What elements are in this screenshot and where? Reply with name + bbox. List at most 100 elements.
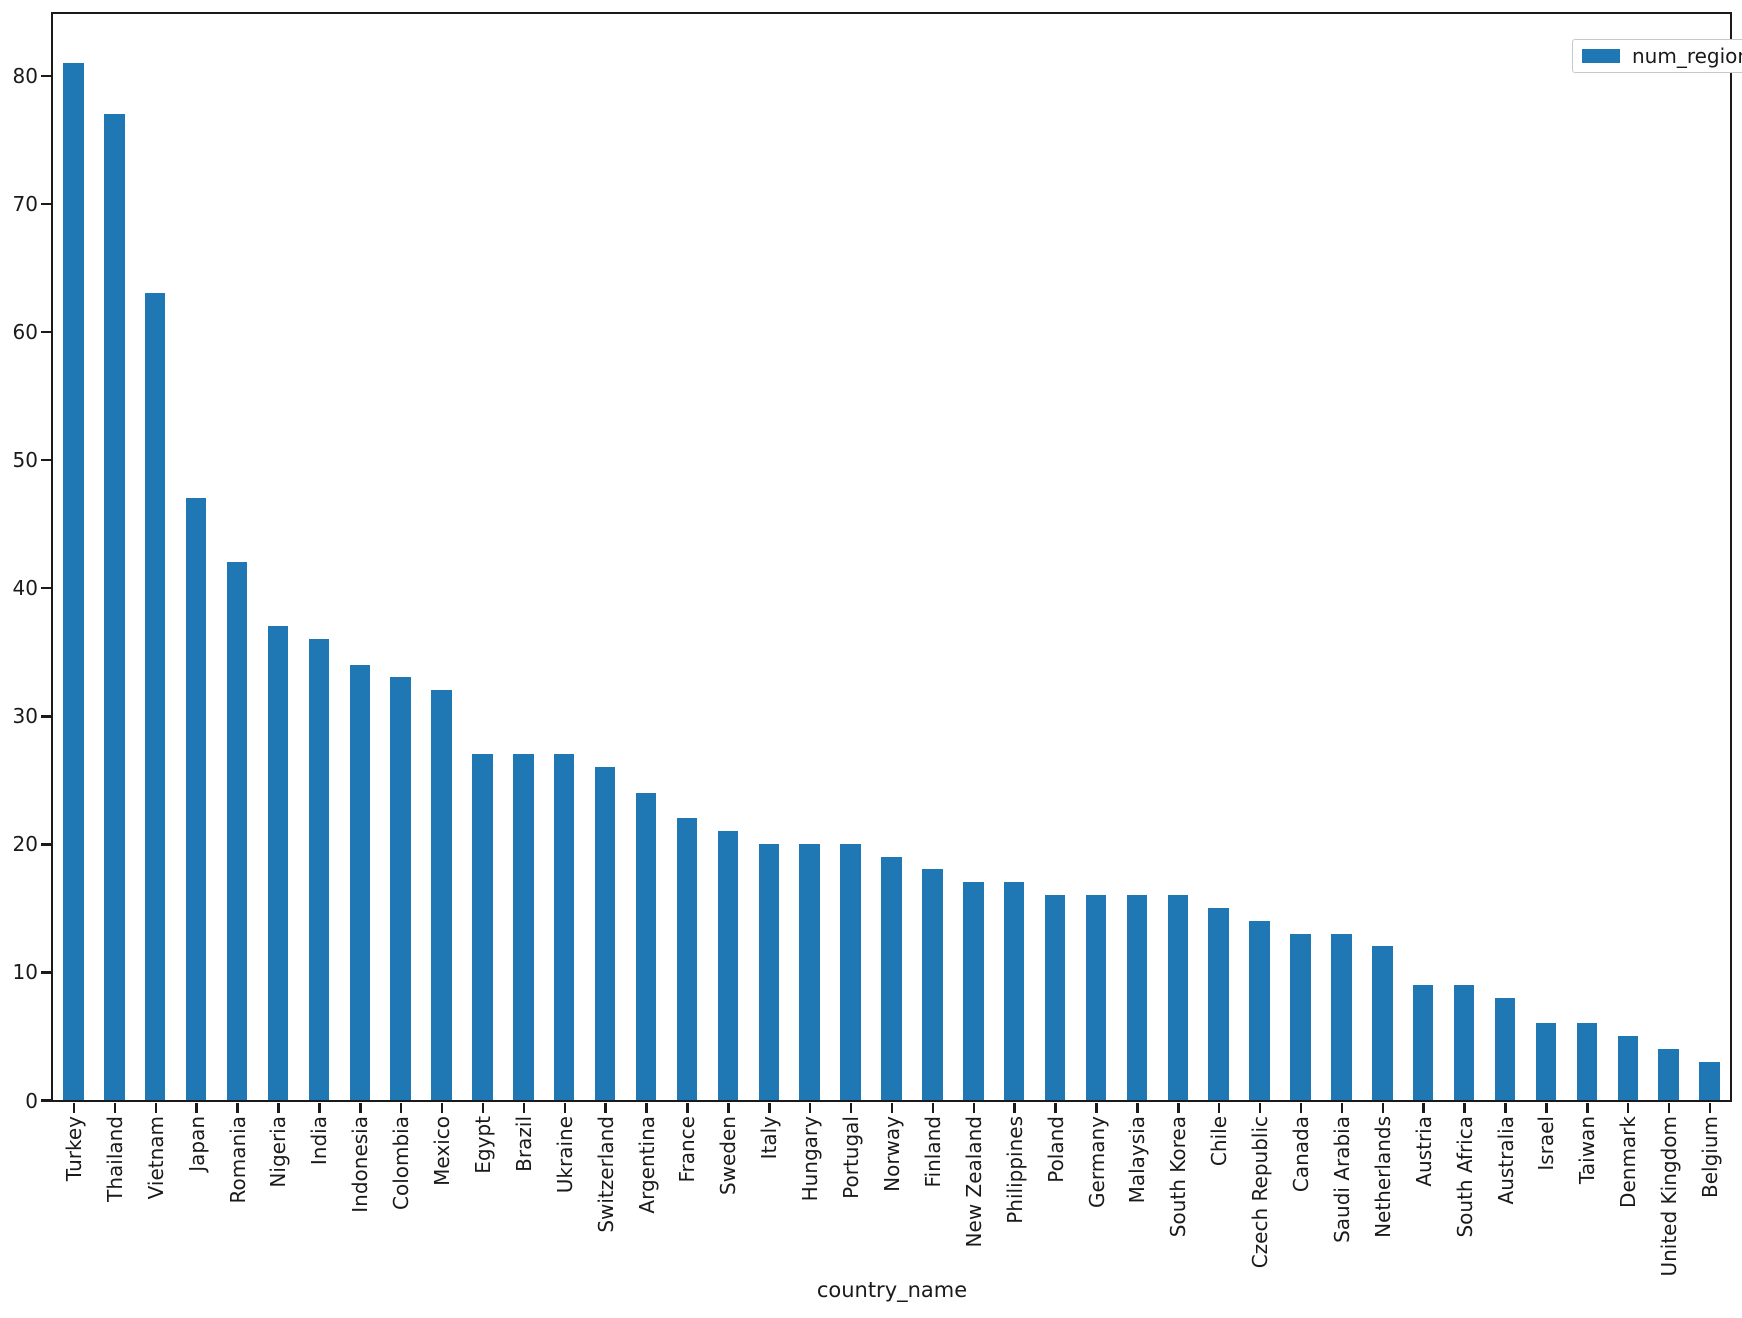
y-tick (41, 458, 51, 462)
y-tick-label: 10 (12, 960, 38, 985)
x-tick (972, 1103, 976, 1113)
bar-ukraine (554, 754, 575, 1100)
x-tick (113, 1103, 117, 1113)
x-tick-label-japan: Japan (184, 1116, 209, 1172)
y-tick-label: 40 (12, 576, 38, 601)
bar-norway (881, 856, 902, 1100)
x-tick-label-denmark: Denmark (1616, 1116, 1641, 1208)
bar-chile (1208, 907, 1229, 1100)
x-tick-label-thailand: Thailand (102, 1116, 127, 1202)
bar-colombia (390, 677, 411, 1100)
x-tick (645, 1103, 648, 1113)
x-tick (1626, 1103, 1630, 1113)
x-tick (1136, 1103, 1139, 1113)
x-tick (481, 1103, 485, 1113)
x-tick (318, 1103, 321, 1113)
bar-austria (1413, 984, 1434, 1100)
bar-taiwan (1576, 1023, 1598, 1100)
bar-belgium (1699, 1061, 1720, 1100)
x-tick (154, 1103, 157, 1113)
x-tick (768, 1103, 771, 1113)
x-tick-label-new-zealand: New Zealand (961, 1116, 986, 1248)
y-tick (41, 330, 51, 334)
x-tick-label-germany: Germany (1084, 1116, 1109, 1208)
bar-south-africa (1453, 984, 1475, 1100)
bar-poland (1044, 895, 1066, 1100)
bar-netherlands (1372, 946, 1393, 1100)
x-tick (195, 1103, 198, 1113)
bar-egypt (472, 754, 493, 1100)
x-tick (1095, 1103, 1098, 1113)
x-tick-label-argentina: Argentina (634, 1116, 659, 1214)
bar-israel (1535, 1023, 1557, 1100)
x-tick-label-finland: Finland (920, 1116, 945, 1188)
x-tick-label-nigeria: Nigeria (266, 1116, 291, 1188)
y-tick (41, 586, 51, 590)
bar-malaysia (1126, 895, 1148, 1100)
x-tick-label-switzerland: Switzerland (593, 1116, 618, 1233)
bar-germany (1085, 895, 1107, 1100)
bar-portugal (840, 843, 861, 1100)
bar-switzerland (594, 767, 616, 1100)
x-tick (1504, 1103, 1507, 1113)
y-tick-label: 60 (12, 320, 38, 345)
y-tick (41, 715, 51, 718)
x-tick-label-taiwan: Taiwan (1575, 1116, 1600, 1185)
x-tick (808, 1103, 812, 1113)
y-tick (41, 1099, 51, 1102)
x-tick-label-united-kingdom: United Kingdom (1657, 1116, 1682, 1277)
x-tick-label-norway: Norway (880, 1116, 904, 1192)
x-tick (277, 1103, 280, 1113)
x-tick (849, 1103, 853, 1113)
x-tick-label-france: France (675, 1116, 700, 1183)
x-tick-label-canada: Canada (1289, 1116, 1314, 1193)
bar-mexico (431, 690, 452, 1100)
y-tick-label: 20 (12, 832, 38, 857)
y-tick-label: 80 (12, 63, 38, 88)
bar-canada (1290, 933, 1311, 1100)
x-tick-label-hungary: Hungary (798, 1116, 823, 1202)
x-tick (1463, 1103, 1466, 1113)
x-tick (399, 1103, 403, 1113)
bar-india (308, 638, 330, 1100)
x-tick (563, 1103, 567, 1113)
bar-romania (226, 562, 248, 1100)
x-tick-label-italy: Italy (757, 1116, 782, 1160)
x-tick (1422, 1103, 1425, 1113)
x-tick-label-indonesia: Indonesia (348, 1116, 373, 1213)
x-tick-label-colombia: Colombia (389, 1116, 414, 1210)
x-tick (236, 1103, 239, 1113)
bar-hungary (799, 843, 820, 1100)
x-tick-label-australia: Australia (1493, 1116, 1518, 1205)
bar-south-korea (1167, 895, 1189, 1100)
x-tick-label-malaysia: Malaysia (1125, 1116, 1150, 1204)
x-tick (1340, 1103, 1344, 1113)
x-tick-label-mexico: Mexico (430, 1116, 455, 1186)
y-tick-label: 50 (12, 448, 38, 473)
x-axis-title: country_name (816, 1278, 968, 1302)
bar-australia (1494, 997, 1516, 1100)
y-tick (41, 74, 51, 78)
x-tick (1054, 1103, 1057, 1113)
x-tick-label-egypt: Egypt (470, 1116, 495, 1174)
x-tick (1586, 1103, 1589, 1113)
x-tick (440, 1103, 444, 1113)
y-tick-label: 30 (12, 704, 38, 729)
x-tick-label-portugal: Portugal (839, 1116, 864, 1199)
x-tick-label-czech-republic: Czech Republic (1248, 1116, 1273, 1269)
x-tick (1545, 1103, 1548, 1113)
x-tick-label-netherlands: Netherlands (1370, 1116, 1395, 1238)
x-tick (1667, 1103, 1671, 1113)
x-tick-label-philippines: Philippines (1002, 1116, 1027, 1224)
bar-italy (758, 843, 779, 1100)
x-tick (72, 1103, 76, 1113)
x-tick-label-chile: Chile (1207, 1116, 1232, 1167)
bar-france (676, 818, 698, 1100)
bar-brazil (513, 754, 534, 1100)
x-tick (1217, 1103, 1221, 1113)
x-tick (1258, 1103, 1262, 1113)
legend-label: num_regions (1632, 44, 1742, 68)
bar-vietnam (145, 293, 166, 1100)
x-tick-label-austria: Austria (1411, 1116, 1436, 1187)
